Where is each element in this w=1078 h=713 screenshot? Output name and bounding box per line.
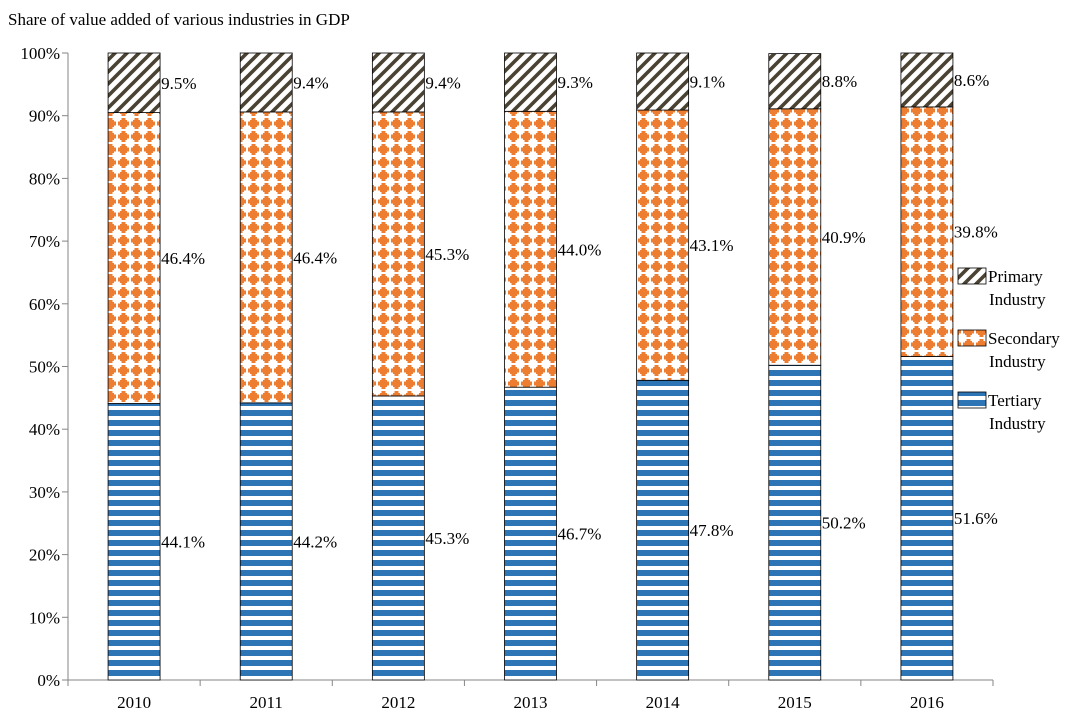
bar-segment-secondary-industry [504,110,557,388]
y-tick-label: 30% [29,483,60,502]
chart-title: Share of value added of various industri… [8,10,350,29]
bar-segment-tertiary-industry [239,402,293,681]
legend-label-tertiary-industry: Industry [989,414,1046,433]
bar-segment-primary-industry [504,52,557,112]
data-label-tertiary-industry: 44.2% [293,532,337,551]
legend-swatch-tertiary-industry [957,391,987,409]
data-label-primary-industry: 8.8% [822,72,857,91]
data-label-primary-industry: 9.3% [558,73,593,92]
axes-group: 0% 10% 20% 30% 40% 50% 60% 70% 80% 90% 100% 2010 201… [20,44,994,712]
bar-segment-tertiary-industry [504,386,557,681]
data-label-secondary-industry: 39.8% [954,223,998,242]
y-tick-label: 50% [29,358,60,377]
data-label-secondary-industry: 46.4% [293,248,337,267]
data-label-secondary-industry: 45.3% [425,245,469,264]
x-tick-label: 2013 [514,693,548,712]
data-label-primary-industry: 9.1% [690,73,725,92]
legend-label-primary-industry: Industry [989,290,1046,309]
data-label-tertiary-industry: 50.2% [822,514,866,533]
data-label-primary-industry: 9.5% [161,74,196,93]
bar-segment-primary-industry [768,53,822,110]
data-label-secondary-industry: 46.4% [161,249,205,268]
y-tick-label: 90% [29,107,60,126]
x-tick-label: 2016 [910,693,944,712]
bar-segment-secondary-industry [107,112,161,404]
legend-label-secondary-industry: Secondary [988,329,1060,348]
bar-segment-secondary-industry [900,106,954,357]
y-tick-label: 100% [20,44,60,63]
data-label-secondary-industry: 43.1% [690,236,734,255]
bar-segment-tertiary-industry [371,395,425,681]
bars-group [107,52,954,681]
y-tick-label: 10% [29,608,60,627]
legend-label-primary-industry: Primary [988,267,1043,286]
legend-swatch-primary-industry [957,267,987,285]
y-tick-label: 80% [29,169,60,188]
data-label-secondary-industry: 44.0% [558,240,602,259]
data-label-primary-industry: 9.4% [425,73,460,92]
data-label-tertiary-industry: 47.8% [690,521,734,540]
y-tick-label: 20% [29,546,60,565]
y-tick-label: 60% [29,295,60,314]
y-tick-label: 0% [37,671,60,690]
data-label-primary-industry: 9.4% [293,73,328,92]
x-tick-label: 2012 [381,693,415,712]
y-tick-label: 70% [29,232,60,251]
bar-segment-tertiary-industry [900,356,954,681]
bar-segment-secondary-industry [636,109,690,381]
bar-segment-secondary-industry [768,108,822,366]
bar-segment-primary-industry [900,52,954,108]
legend: Primary Industry Secondary Industry Tertiary… [957,267,1060,433]
data-label-primary-industry: 8.6% [954,71,989,90]
x-tick-label: 2015 [778,693,812,712]
bar-segment-tertiary-industry [768,364,822,681]
y-tick-label: 40% [29,420,60,439]
data-label-tertiary-industry: 51.6% [954,509,998,528]
data-labels-group: 44.1% 46.4% 9.5% 44.2% 46.4% 9.4% 45.3% 45.3% 9.… [161,71,998,552]
data-label-tertiary-industry: 45.3% [425,529,469,548]
bar-segment-primary-industry [371,52,425,113]
legend-label-tertiary-industry: Tertiary [988,391,1042,410]
bar-segment-tertiary-industry [636,379,690,681]
legend-swatch-secondary-industry [957,329,987,347]
bar-segment-primary-industry [239,52,293,113]
legend-label-secondary-industry: Industry [989,352,1046,371]
bar-segment-primary-industry [636,52,690,111]
data-label-secondary-industry: 40.9% [822,228,866,247]
bar-segment-secondary-industry [371,111,425,397]
bar-segment-secondary-industry [239,111,293,404]
bar-segment-primary-industry [107,52,161,113]
data-label-tertiary-industry: 44.1% [161,533,205,552]
bar-segment-tertiary-industry [107,403,161,681]
data-label-tertiary-industry: 46.7% [558,525,602,544]
x-tick-label: 2011 [250,693,283,712]
x-tick-label: 2014 [646,693,681,712]
x-tick-label: 2010 [117,693,151,712]
